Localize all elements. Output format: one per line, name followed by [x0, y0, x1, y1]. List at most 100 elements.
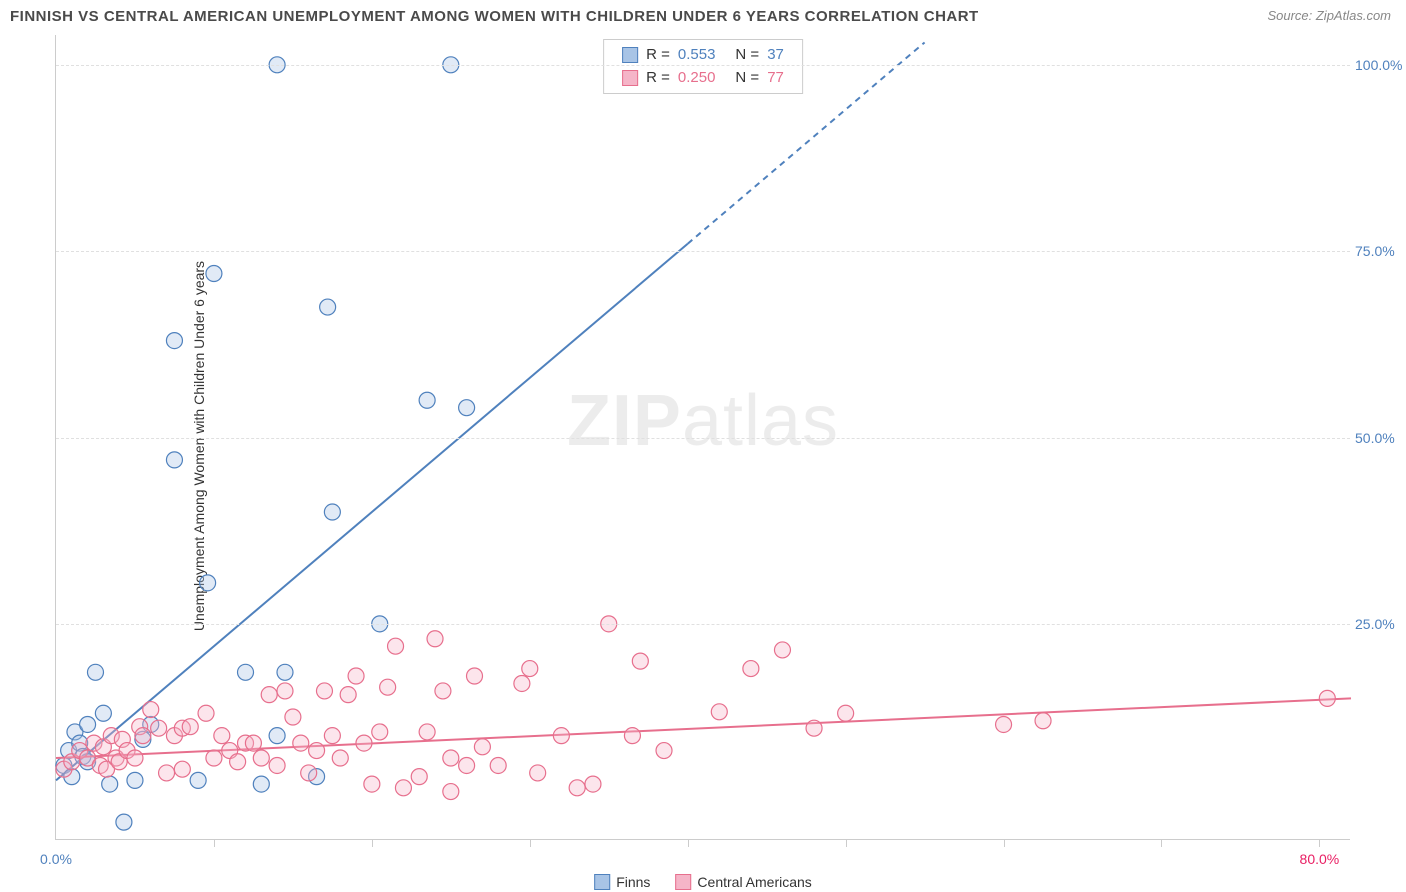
- data-point: [151, 720, 167, 736]
- legend-swatch: [594, 874, 610, 890]
- data-point: [459, 400, 475, 416]
- data-point: [996, 716, 1012, 732]
- data-point: [419, 724, 435, 740]
- data-point: [301, 765, 317, 781]
- data-point: [182, 719, 198, 735]
- x-tick-label: 80.0%: [1300, 851, 1340, 867]
- data-point: [320, 299, 336, 315]
- x-tick: [214, 839, 215, 847]
- data-point: [238, 664, 254, 680]
- data-point: [316, 683, 332, 699]
- data-point: [80, 716, 96, 732]
- data-point: [624, 728, 640, 744]
- data-point: [230, 754, 246, 770]
- data-point: [277, 683, 293, 699]
- data-point: [490, 757, 506, 773]
- data-point: [474, 739, 490, 755]
- x-tick: [1161, 839, 1162, 847]
- data-point: [585, 776, 601, 792]
- data-point: [380, 679, 396, 695]
- chart-title: FINNISH VS CENTRAL AMERICAN UNEMPLOYMENT…: [10, 8, 979, 25]
- data-point: [743, 661, 759, 677]
- data-point: [806, 720, 822, 736]
- correlation-chart: FINNISH VS CENTRAL AMERICAN UNEMPLOYMENT…: [0, 0, 1406, 892]
- data-point: [388, 638, 404, 654]
- source-label: Source: ZipAtlas.com: [1267, 8, 1391, 23]
- data-point: [293, 735, 309, 751]
- data-point: [135, 728, 151, 744]
- data-point: [206, 750, 222, 766]
- data-point: [127, 772, 143, 788]
- trend-line-dashed: [688, 42, 925, 243]
- data-point: [711, 704, 727, 720]
- data-point: [459, 757, 475, 773]
- data-point: [427, 631, 443, 647]
- legend-item: Finns: [594, 874, 650, 890]
- plot-area: ZIPatlas R = 0.553N = 37R = 0.250N = 77 …: [55, 35, 1350, 840]
- y-tick-label: 50.0%: [1355, 430, 1406, 446]
- data-point: [87, 664, 103, 680]
- data-point: [340, 687, 356, 703]
- data-point: [174, 761, 190, 777]
- data-point: [372, 724, 388, 740]
- x-tick: [372, 839, 373, 847]
- data-point: [522, 661, 538, 677]
- y-tick-label: 75.0%: [1355, 243, 1406, 259]
- data-point: [269, 757, 285, 773]
- gridline-h: [56, 438, 1350, 439]
- data-point: [324, 504, 340, 520]
- data-point: [253, 776, 269, 792]
- legend-swatch: [675, 874, 691, 890]
- data-point: [309, 743, 325, 759]
- data-point: [395, 780, 411, 796]
- legend-item: Central Americans: [675, 874, 811, 890]
- data-point: [348, 668, 364, 684]
- data-point: [159, 765, 175, 781]
- data-point: [411, 769, 427, 785]
- x-tick: [530, 839, 531, 847]
- gridline-h: [56, 65, 1350, 66]
- data-point: [166, 333, 182, 349]
- data-point: [198, 705, 214, 721]
- data-point: [190, 772, 206, 788]
- data-point: [435, 683, 451, 699]
- data-point: [569, 780, 585, 796]
- data-point: [277, 664, 293, 680]
- data-point: [656, 743, 672, 759]
- data-point: [285, 709, 301, 725]
- data-point: [553, 728, 569, 744]
- data-point: [1035, 713, 1051, 729]
- data-point: [530, 765, 546, 781]
- legend-label: Finns: [616, 874, 650, 890]
- data-point: [214, 728, 230, 744]
- data-point: [116, 814, 132, 830]
- gridline-h: [56, 624, 1350, 625]
- x-tick: [846, 839, 847, 847]
- data-point: [1319, 690, 1335, 706]
- data-point: [143, 702, 159, 718]
- data-point: [364, 776, 380, 792]
- data-point: [356, 735, 372, 751]
- data-point: [838, 705, 854, 721]
- data-point: [514, 675, 530, 691]
- data-point: [467, 668, 483, 684]
- data-point: [443, 784, 459, 800]
- data-point: [324, 728, 340, 744]
- trend-line: [56, 244, 688, 781]
- data-point: [261, 687, 277, 703]
- data-point: [102, 776, 118, 792]
- data-point: [269, 728, 285, 744]
- data-point: [95, 705, 111, 721]
- data-point: [774, 642, 790, 658]
- data-point: [245, 735, 261, 751]
- data-point: [200, 575, 216, 591]
- data-point: [127, 750, 143, 766]
- data-point: [419, 392, 435, 408]
- data-point: [166, 452, 182, 468]
- y-tick-label: 100.0%: [1355, 57, 1406, 73]
- data-point: [443, 750, 459, 766]
- x-tick: [1319, 839, 1320, 847]
- data-point: [253, 750, 269, 766]
- data-point: [632, 653, 648, 669]
- y-tick-label: 25.0%: [1355, 616, 1406, 632]
